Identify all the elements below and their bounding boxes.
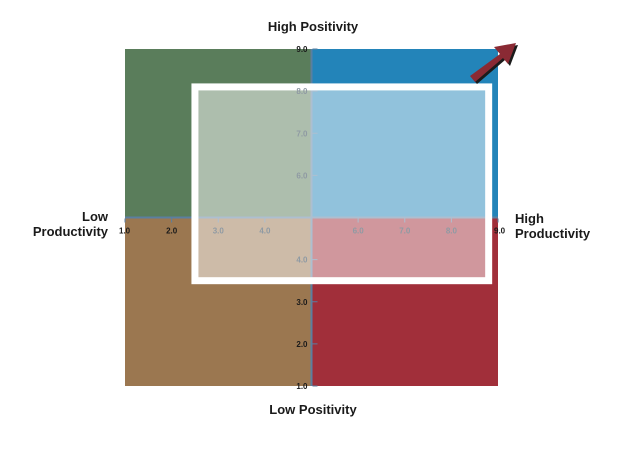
y-tick-label: 9.0 xyxy=(296,45,308,54)
y-tick-label: 4.0 xyxy=(296,256,308,265)
label-low-positivity: Low Positivity xyxy=(269,402,357,417)
y-tick-label: 3.0 xyxy=(296,298,308,307)
label-high-positivity: High Positivity xyxy=(267,19,359,34)
y-tick-label: 7.0 xyxy=(296,129,308,138)
x-tick-label: 3.0 xyxy=(213,227,225,236)
tick-labels: 1.0 2.0 3.0 4.0 6.0 7.0 8.0 9.0 1.0 2.0 3.0 4.0 6.0 7… xyxy=(119,45,506,391)
y-tick-label: 6.0 xyxy=(296,171,308,180)
x-tick-label: 8.0 xyxy=(446,227,458,236)
highlight-region xyxy=(191,83,493,285)
y-tick-label: 1.0 xyxy=(296,382,308,391)
x-tick-label: 2.0 xyxy=(166,227,178,236)
x-tick-label: 7.0 xyxy=(399,227,411,236)
y-tick-label: 2.0 xyxy=(296,340,308,349)
x-tick-label: 6.0 xyxy=(353,227,365,236)
highlight-box xyxy=(191,83,493,285)
label-low-productivity: Low Productivity xyxy=(32,209,108,239)
arrow-body xyxy=(470,43,516,82)
label-high-productivity: High Productivity xyxy=(515,211,591,241)
y-tick-label: 8.0 xyxy=(296,87,308,96)
x-tick-label: 9.0 xyxy=(494,227,506,236)
trend-arrow-icon xyxy=(470,43,518,84)
x-tick-label: 4.0 xyxy=(259,227,271,236)
x-tick-label: 1.0 xyxy=(119,227,131,236)
